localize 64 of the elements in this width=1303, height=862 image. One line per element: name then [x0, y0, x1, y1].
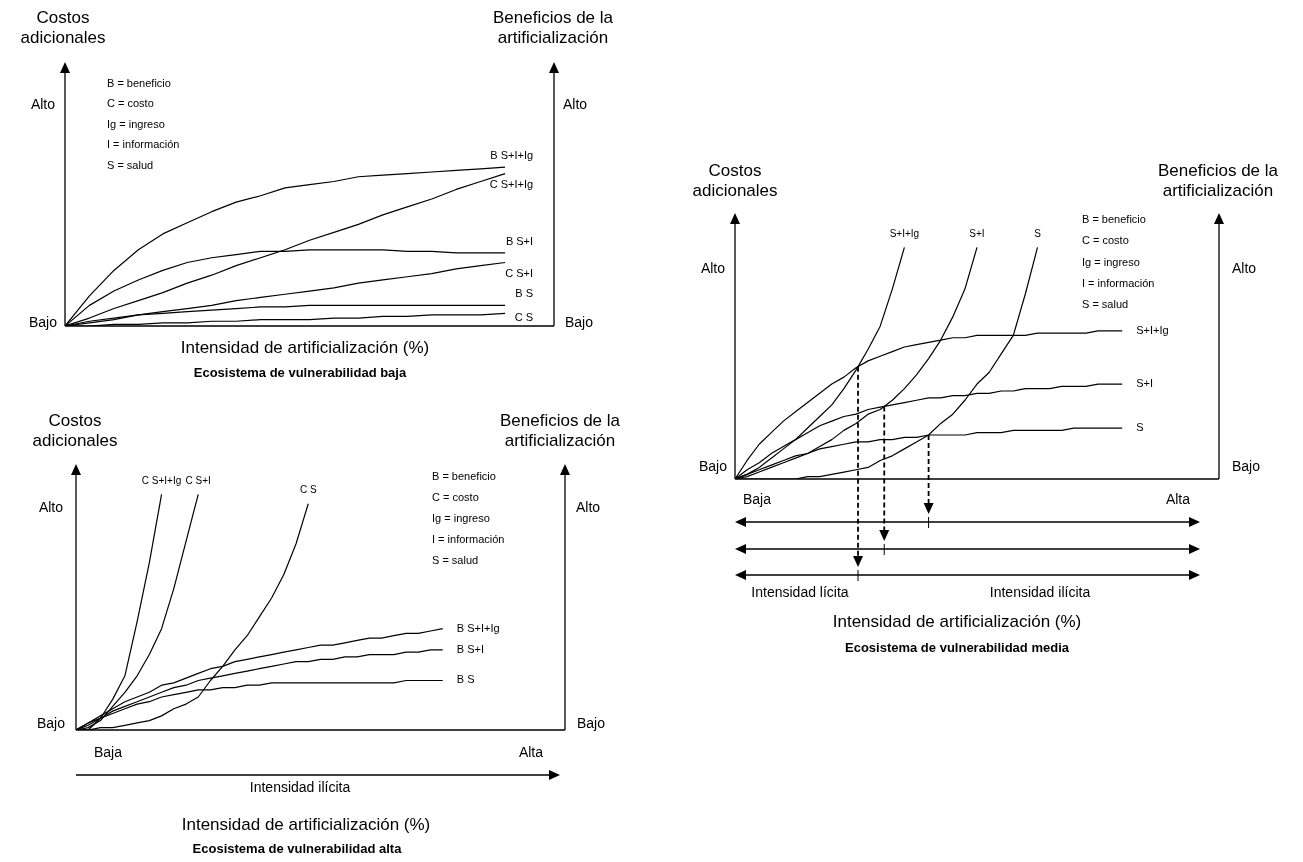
text: Bajo: [36, 714, 66, 731]
annotation: S = salud: [432, 553, 479, 566]
text: Alta: [1165, 490, 1191, 507]
series-label: S+I: [969, 228, 985, 240]
text: B = beneficio: [1082, 212, 1146, 225]
series-label: S+I+Ig: [1136, 323, 1169, 336]
y-axis-title: Costos adicionales: [691, 161, 779, 201]
text: Bajo: [565, 313, 594, 330]
text: Alto: [30, 95, 56, 112]
series-label: B S+I+Ig: [490, 149, 534, 162]
text: C = costo: [107, 96, 154, 109]
series-label: C S: [514, 310, 534, 323]
text: C = costo: [1082, 233, 1129, 246]
text: Alto: [576, 498, 601, 515]
series-label: C S+I: [505, 267, 534, 280]
y-axis-title: Costos adicionales: [31, 411, 119, 451]
x-axis-title: Intensidad de artificialización (%): [179, 338, 431, 358]
text: Bajo: [1232, 457, 1261, 474]
series-label: S+I+Ig: [889, 228, 920, 240]
text: Alto: [38, 498, 64, 515]
annotation: C = costo: [432, 490, 479, 503]
series-label: S+I: [1136, 376, 1154, 389]
text: Ig = ingreso: [107, 117, 165, 130]
series-label: S: [1034, 228, 1042, 240]
annotation: S = salud: [107, 158, 154, 171]
series-label: C S+I+Ig: [141, 474, 182, 486]
text: Baja: [94, 743, 123, 760]
text: Alto: [563, 95, 588, 112]
series-label: B S+I: [456, 642, 484, 655]
annotation: Ig = ingreso: [1082, 255, 1140, 268]
series-label: B S+I: [505, 234, 534, 247]
y2-axis-title: Beneficios de la artificialización: [499, 411, 621, 451]
annotation: S = salud: [1082, 297, 1129, 310]
text: Alta: [518, 743, 544, 760]
annotation: I = información: [1082, 276, 1155, 289]
series-label: C S+I: [185, 474, 211, 486]
series-label: B S: [456, 673, 475, 686]
text: B = beneficio: [107, 76, 171, 89]
series-label: B S: [515, 287, 534, 300]
y2-axis-title: Beneficios de la artificialización: [492, 8, 614, 48]
text: Baja: [743, 490, 772, 507]
series-label: C S+I+Ig: [489, 178, 534, 191]
text: Bajo: [28, 313, 58, 330]
text: I = información: [107, 137, 180, 150]
text: Intensidad ilícita: [989, 583, 1091, 600]
series-label: B S+I+Ig: [456, 621, 500, 634]
x-axis-title: Intensidad de artificialización (%): [180, 815, 432, 835]
text: B = beneficio: [432, 469, 496, 482]
y2-axis-title: Beneficios de la artificialización: [1157, 161, 1279, 201]
series-label: S: [1136, 420, 1144, 433]
text: Alto: [1232, 259, 1257, 276]
annotation: Ig = ingreso: [432, 511, 490, 524]
text: Intensidad ilícita: [249, 778, 351, 795]
text: Ecosistema de vulnerabilidad media: [844, 640, 1070, 656]
text: Alto: [700, 259, 726, 276]
text: Intensidad lícita: [751, 583, 849, 600]
x-axis-title: Intensidad de artificialización (%): [831, 612, 1083, 632]
series-label: C S: [299, 484, 317, 496]
text: Ecosistema de vulnerabilidad baja: [192, 365, 408, 381]
y-axis-title: Costos adicionales: [19, 8, 107, 48]
text: Bajo: [577, 714, 606, 731]
text: Bajo: [698, 457, 728, 474]
annotation: I = información: [432, 532, 505, 545]
text: Ecosistema de vulnerabilidad alta: [191, 841, 403, 857]
